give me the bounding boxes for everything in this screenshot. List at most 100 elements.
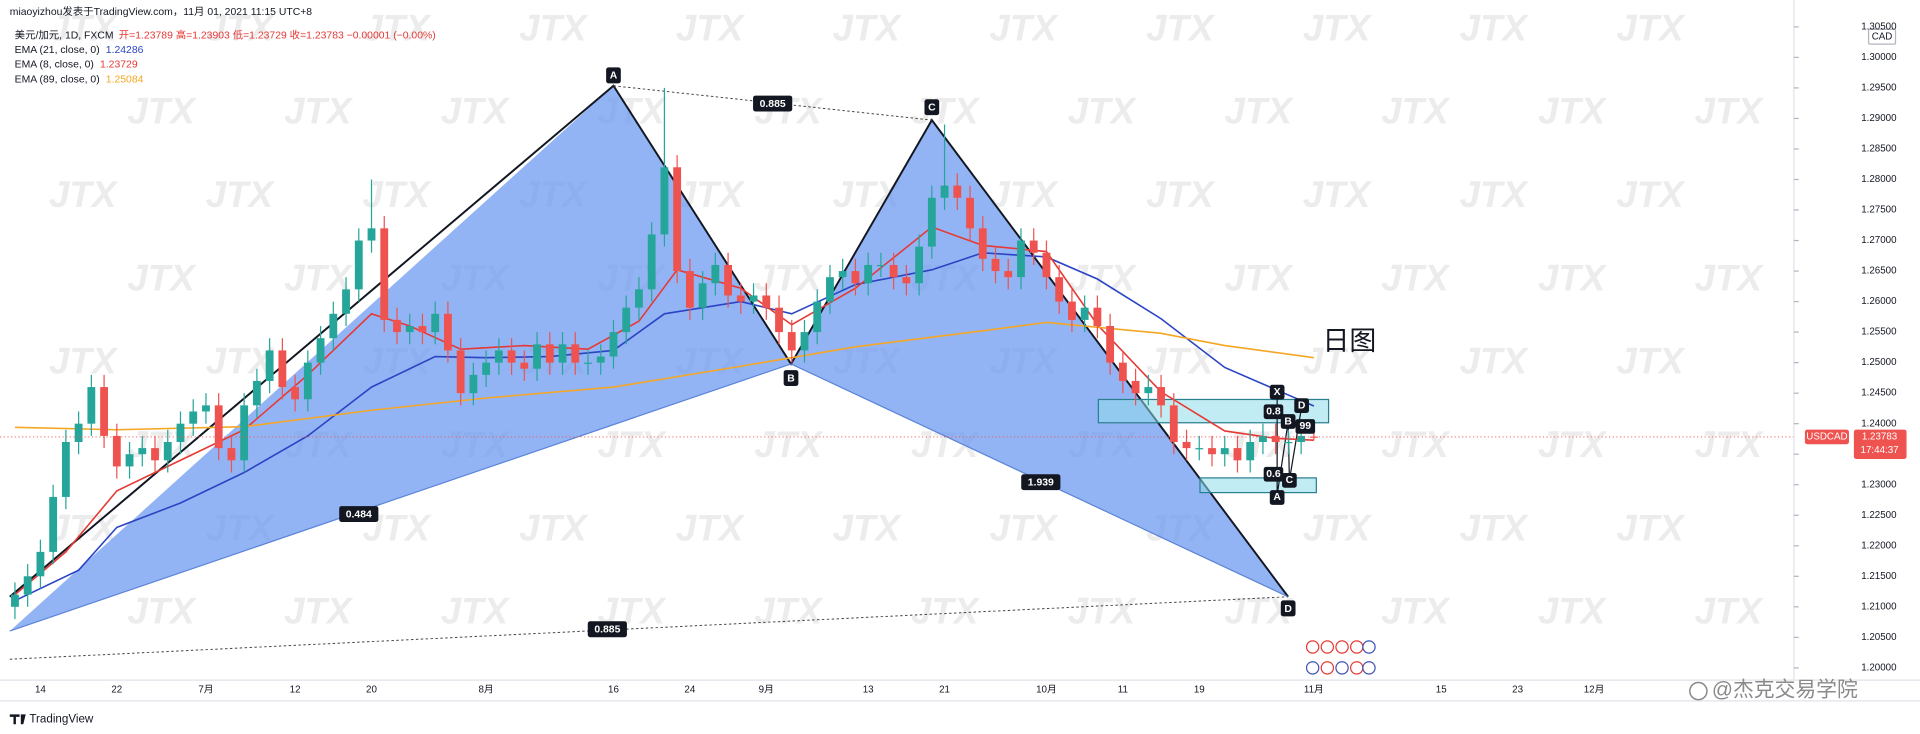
candle-body [787,332,796,351]
candle-body [87,387,96,424]
watermark: JTX [598,424,668,465]
x-tick-label: 11月 [1304,683,1324,695]
legend-value: 1.23729 [100,60,138,71]
candle-body [673,167,682,272]
label-box [1263,404,1284,420]
candle-body [736,295,745,302]
label-box [606,67,621,84]
candle-body [405,326,414,333]
candle-body [953,185,962,198]
symbol-tag [1804,429,1849,445]
candle-body [1004,271,1013,278]
candle-body [36,551,45,577]
candle-body [864,264,873,284]
watermark: JTX [362,7,432,48]
candle-body [1208,448,1216,455]
currency: CAD [1872,31,1893,42]
candle-body [571,344,580,363]
candle-body [494,350,503,363]
y-tick-label: 1.26500 [1861,266,1897,277]
y-tick-label: 1.27000 [1861,235,1897,246]
candle-body [1080,307,1089,320]
candle-body [1042,252,1051,278]
countdown: 17:44:37 [1861,445,1899,456]
watermark: JTX [49,7,119,48]
event-icon [1350,640,1364,654]
x-tick-label: 20 [366,684,377,695]
x-tick-label: 13 [863,684,874,695]
candle-body [609,332,618,357]
small-label: B [1284,416,1292,427]
header: miaoyizhou发表于TradingView.com，11月 01, 202… [10,5,313,18]
small-ratio: 0.6 [1266,469,1281,480]
x-tick-label: 10月 [1036,683,1057,695]
candle-body [291,387,300,400]
event-icon [1362,661,1376,675]
watermark: JTX [911,591,981,632]
watermark: JTX [833,7,903,48]
candle-body [1106,326,1115,363]
watermark: JTX [1538,257,1608,298]
pattern-label: A [610,71,618,82]
x-tick-label: 24 [684,684,695,695]
label-box [1263,466,1284,482]
x-tick-label: 7月 [198,683,213,695]
candle-body [163,441,172,461]
label-box [1269,384,1285,400]
candle-body [265,350,274,381]
candle-body [1297,435,1306,442]
watermark: JTX [1068,257,1138,298]
candle-body [520,362,529,369]
y-tick-label: 1.21000 [1861,601,1897,612]
x-tick-label: 19 [1194,684,1205,695]
small-ratio: 99 [1300,421,1312,432]
candle-body [698,283,707,308]
y-tick-label: 1.30000 [1861,52,1897,63]
candle-body [469,374,478,394]
candle-body [342,289,350,314]
candle-body [1017,240,1025,278]
event-icon [1320,661,1335,675]
candle-body [558,344,567,363]
y-tick-label: 1.24000 [1861,418,1897,429]
small-label: A [1273,492,1281,503]
candle-body [1068,301,1076,320]
candle-body [876,264,885,267]
candle-body [354,240,363,290]
candle-body [1169,405,1178,442]
watermark: JTX [127,91,197,132]
watermark: JTX [1460,7,1530,48]
candle-body [329,313,338,339]
watermark: JTX [676,7,746,48]
watermark: JTX [1381,257,1451,298]
small-label: C [1286,475,1294,486]
candle-body [813,301,822,333]
pattern-ratio: 0.885 [594,625,620,636]
watermark: JTX [441,591,511,632]
candle-body [189,411,198,424]
event-icon [1320,640,1335,654]
watermark: JTX [754,424,824,465]
candle-body [533,344,541,369]
candle-body [851,271,860,284]
watermark: JTX [1381,591,1451,632]
candle-body [214,405,223,449]
watermark: JTX [754,257,824,298]
candle-body [138,448,147,455]
candle-body [431,313,440,333]
legend-value: 1.24286 [106,45,144,56]
candle-body [775,307,783,333]
candle-body [978,228,987,259]
y-tick-label: 1.22500 [1861,510,1897,521]
legend-name: EMA (21, close, 0) [15,45,100,56]
candle-body [1118,362,1127,381]
event-icon [1305,640,1320,654]
candle-body [482,362,491,375]
x-tick-label: 22 [111,684,122,695]
watermark: JTX [1381,424,1451,465]
y-tick-label: 1.26000 [1861,296,1897,307]
watermark: JTX [1616,341,1686,382]
watermark: JTX [441,91,511,132]
label-box [1021,474,1061,491]
